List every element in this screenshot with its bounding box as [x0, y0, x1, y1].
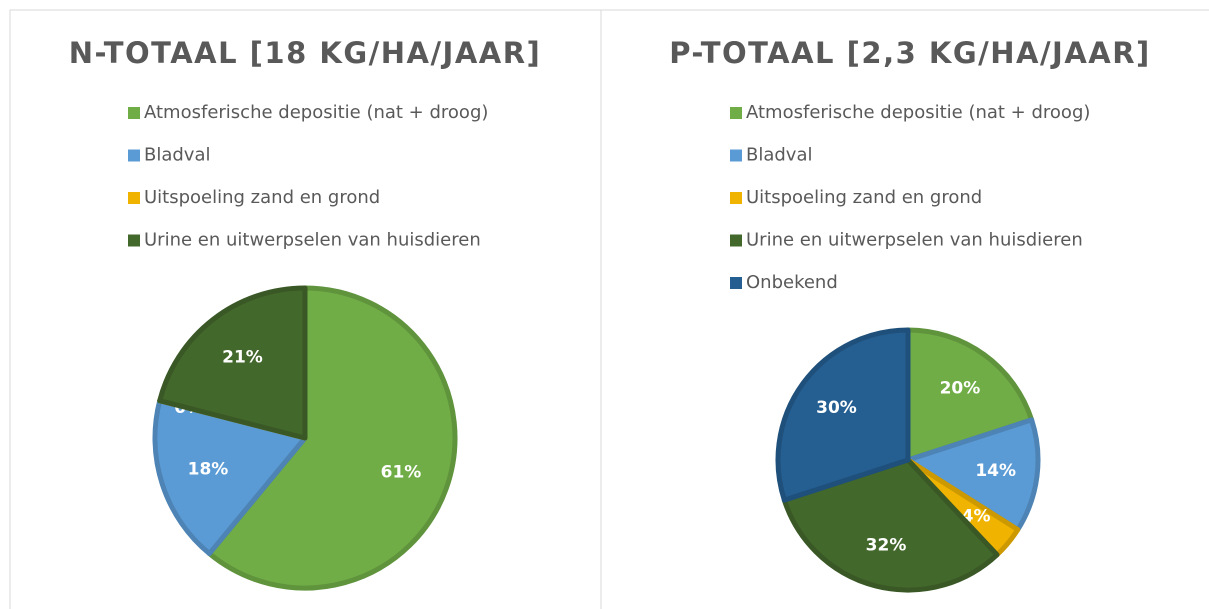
- chart-title: N-TOTAAL [18 KG/HA/JAAR]: [69, 36, 542, 70]
- legend-label: Onbekend: [746, 272, 838, 293]
- legend-swatch: [730, 277, 742, 289]
- pie-slice: [157, 285, 308, 441]
- legend-label: Urine en uitwerpselen van huisdieren: [746, 230, 1083, 251]
- panel-border: [600, 9, 1209, 609]
- pie-slice: [152, 398, 308, 557]
- pie-slice: [206, 285, 458, 591]
- legend-label: Atmosferische depositie (nat + droog): [144, 102, 488, 123]
- legend-swatch: [128, 234, 140, 247]
- legend-label: Uitspoeling zand en grond: [144, 187, 380, 208]
- legend-label: Atmosferische depositie (nat + droog): [746, 102, 1090, 123]
- pie-slice: [781, 457, 1000, 593]
- legend-swatch: [128, 107, 140, 119]
- data-label: 32%: [866, 536, 907, 556]
- legend-swatch: [730, 149, 742, 162]
- legend-label: Bladval: [144, 145, 211, 166]
- data-label: 14%: [975, 461, 1016, 481]
- data-label: 21%: [222, 347, 263, 367]
- legend-swatch: [128, 149, 140, 162]
- data-label: 20%: [940, 378, 981, 398]
- data-label: 18%: [188, 460, 229, 480]
- pie-slice: [775, 327, 911, 503]
- legend-label: Urine en uitwerpselen van huisdieren: [144, 230, 481, 251]
- legend-swatch: [730, 107, 742, 119]
- pie-slice: [905, 417, 1041, 533]
- chart-title: P-TOTAAL [2,3 KG/HA/JAAR]: [669, 36, 1151, 70]
- data-label: 30%: [816, 398, 857, 418]
- legend-label: Uitspoeling zand en grond: [746, 187, 982, 208]
- data-label: 61%: [381, 463, 422, 483]
- legend-swatch: [128, 192, 140, 204]
- legend-swatch: [730, 192, 742, 204]
- legend-swatch: [730, 234, 742, 247]
- legend-label: Bladval: [746, 145, 813, 166]
